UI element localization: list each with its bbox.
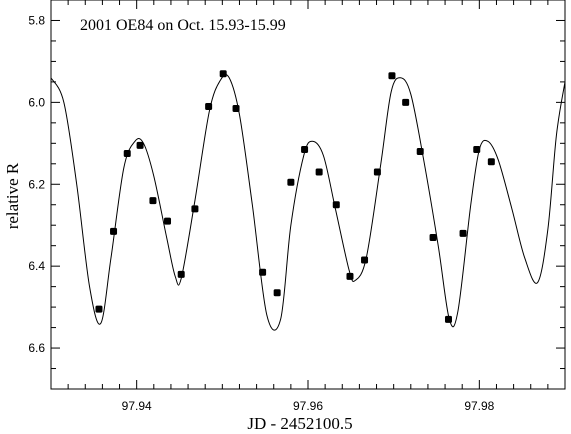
model-curve (50, 73, 566, 331)
y-tick-label-3: 6.4 (28, 259, 45, 273)
data-point-5 (164, 217, 172, 225)
data-point-1 (110, 227, 118, 235)
y-tick-label-1: 6.0 (28, 95, 45, 109)
data-point-26 (473, 145, 481, 153)
data-point-11 (259, 268, 267, 276)
model-curve-path (50, 73, 566, 331)
data-point-2 (123, 150, 131, 158)
data-point-9 (219, 70, 227, 78)
y-axis-title: relative R (3, 162, 22, 229)
chart-title: 2001 OE84 on Oct. 15.93-15.99 (80, 17, 286, 34)
x-axis-title: JD - 2452100.5 (247, 414, 352, 433)
data-point-6 (177, 270, 185, 278)
data-point-22 (416, 148, 424, 156)
data-point-13 (287, 178, 295, 186)
y-axis-tick-labels: 5.8 6.0 6.2 6.4 6.6 (28, 13, 45, 355)
data-point-23 (429, 233, 437, 241)
data-point-0 (95, 305, 103, 313)
data-point-7 (191, 205, 199, 213)
x-axis-tick-labels: 97.94 97.96 97.98 (122, 399, 495, 413)
x-tick-label-0: 97.94 (122, 399, 152, 413)
data-point-18 (361, 256, 369, 264)
x-tick-label-2: 97.98 (464, 399, 494, 413)
data-point-10 (232, 105, 240, 113)
data-point-15 (315, 168, 323, 176)
data-point-3 (136, 141, 144, 149)
data-point-17 (346, 272, 354, 280)
y-tick-label-2: 6.2 (28, 177, 45, 191)
data-point-19 (373, 168, 381, 176)
data-point-27 (487, 158, 495, 166)
y-axis-ticks (51, 0, 565, 390)
data-point-12 (273, 289, 281, 297)
data-point-16 (332, 201, 340, 209)
data-points (95, 70, 495, 323)
plot-frame (50, 0, 566, 390)
x-axis-ticks (50, 0, 566, 389)
data-point-4 (149, 197, 157, 205)
x-tick-label-1: 97.96 (293, 399, 323, 413)
data-point-25 (459, 229, 467, 237)
y-tick-label-0: 5.8 (28, 13, 45, 27)
data-point-21 (402, 98, 410, 106)
data-point-24 (444, 315, 452, 323)
data-point-20 (388, 72, 396, 80)
data-point-14 (301, 145, 309, 153)
data-point-8 (205, 102, 213, 110)
y-tick-label-4: 6.6 (28, 341, 45, 355)
